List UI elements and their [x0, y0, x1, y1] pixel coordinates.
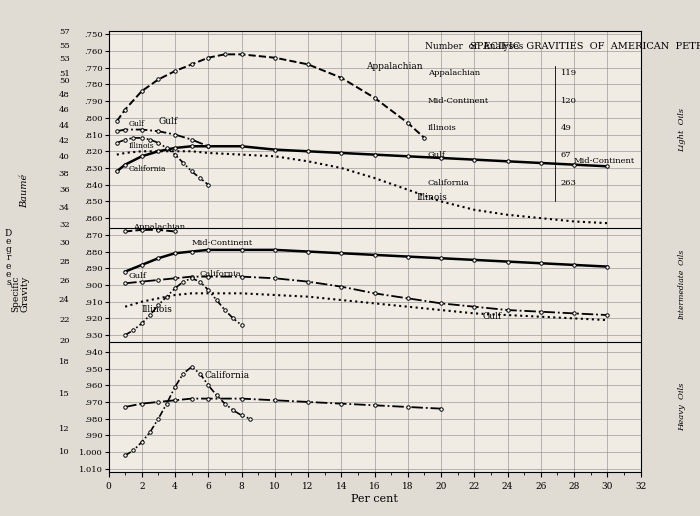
Text: Illinois: Illinois	[416, 193, 447, 202]
Text: Gulf: Gulf	[129, 120, 144, 128]
Text: 57: 57	[59, 28, 69, 36]
Text: 51: 51	[59, 70, 69, 77]
Text: 30: 30	[59, 239, 69, 247]
Text: Baumé: Baumé	[20, 174, 29, 208]
Text: California: California	[129, 165, 166, 173]
Text: 42: 42	[59, 137, 69, 145]
Text: 67: 67	[561, 151, 571, 159]
Text: Appalachian: Appalachian	[428, 69, 480, 77]
Text: Appalachian: Appalachian	[366, 62, 423, 71]
Text: 15: 15	[59, 391, 69, 398]
Text: 12: 12	[59, 425, 69, 432]
Text: Appalachian: Appalachian	[134, 223, 186, 231]
Text: D
e
g
r
e
e
s: D e g r e e s	[5, 229, 12, 287]
Text: 10: 10	[59, 448, 69, 456]
Text: 53: 53	[59, 55, 69, 63]
Text: SPECIFIC  GRAVITIES  OF  AMERICAN  PETROLEUMS: SPECIFIC GRAVITIES OF AMERICAN PETROLEUM…	[470, 42, 700, 51]
Text: 28: 28	[59, 257, 69, 266]
Text: Mid-Continent: Mid-Continent	[574, 157, 636, 165]
Text: Mid-Continent: Mid-Continent	[192, 238, 253, 247]
Text: Illinois: Illinois	[129, 141, 154, 150]
Text: California: California	[428, 179, 469, 187]
Text: 34: 34	[59, 203, 69, 212]
Text: 44: 44	[59, 122, 69, 130]
Text: 46: 46	[59, 106, 69, 114]
Text: 20: 20	[59, 336, 69, 345]
Text: California: California	[200, 270, 242, 278]
Text: 32: 32	[59, 221, 69, 229]
Text: 38: 38	[59, 170, 69, 178]
Text: 50: 50	[59, 77, 69, 85]
Text: 26: 26	[59, 277, 69, 285]
Text: 263: 263	[561, 179, 577, 187]
Text: Mid-Continent: Mid-Continent	[428, 96, 489, 105]
Text: 18: 18	[59, 358, 69, 366]
Text: 36: 36	[59, 186, 69, 195]
Text: Light  Oils: Light Oils	[678, 107, 687, 152]
Text: 40: 40	[59, 153, 69, 161]
Text: 55: 55	[59, 42, 69, 50]
Text: 24: 24	[59, 296, 69, 304]
Text: Illinois: Illinois	[428, 124, 456, 132]
Text: Intermediate  Oils: Intermediate Oils	[678, 250, 687, 320]
Text: Gulf: Gulf	[428, 151, 446, 159]
Text: Illinois: Illinois	[141, 305, 173, 314]
Text: Gulf: Gulf	[158, 117, 178, 126]
Text: 49: 49	[561, 124, 572, 132]
Text: 120: 120	[561, 96, 577, 105]
Text: 22: 22	[59, 316, 69, 324]
Text: 48: 48	[59, 91, 69, 99]
Text: Gulf: Gulf	[482, 312, 502, 321]
Text: 119: 119	[561, 69, 577, 77]
X-axis label: Per cent: Per cent	[351, 494, 398, 504]
Text: Specific: Specific	[11, 276, 20, 312]
Text: Number  of  Analyses: Number of Analyses	[425, 42, 524, 51]
Text: California: California	[205, 371, 250, 380]
Text: Gravity: Gravity	[20, 276, 29, 312]
Text: Gulf: Gulf	[129, 272, 146, 280]
Text: Heavy  Oils: Heavy Oils	[678, 383, 687, 431]
